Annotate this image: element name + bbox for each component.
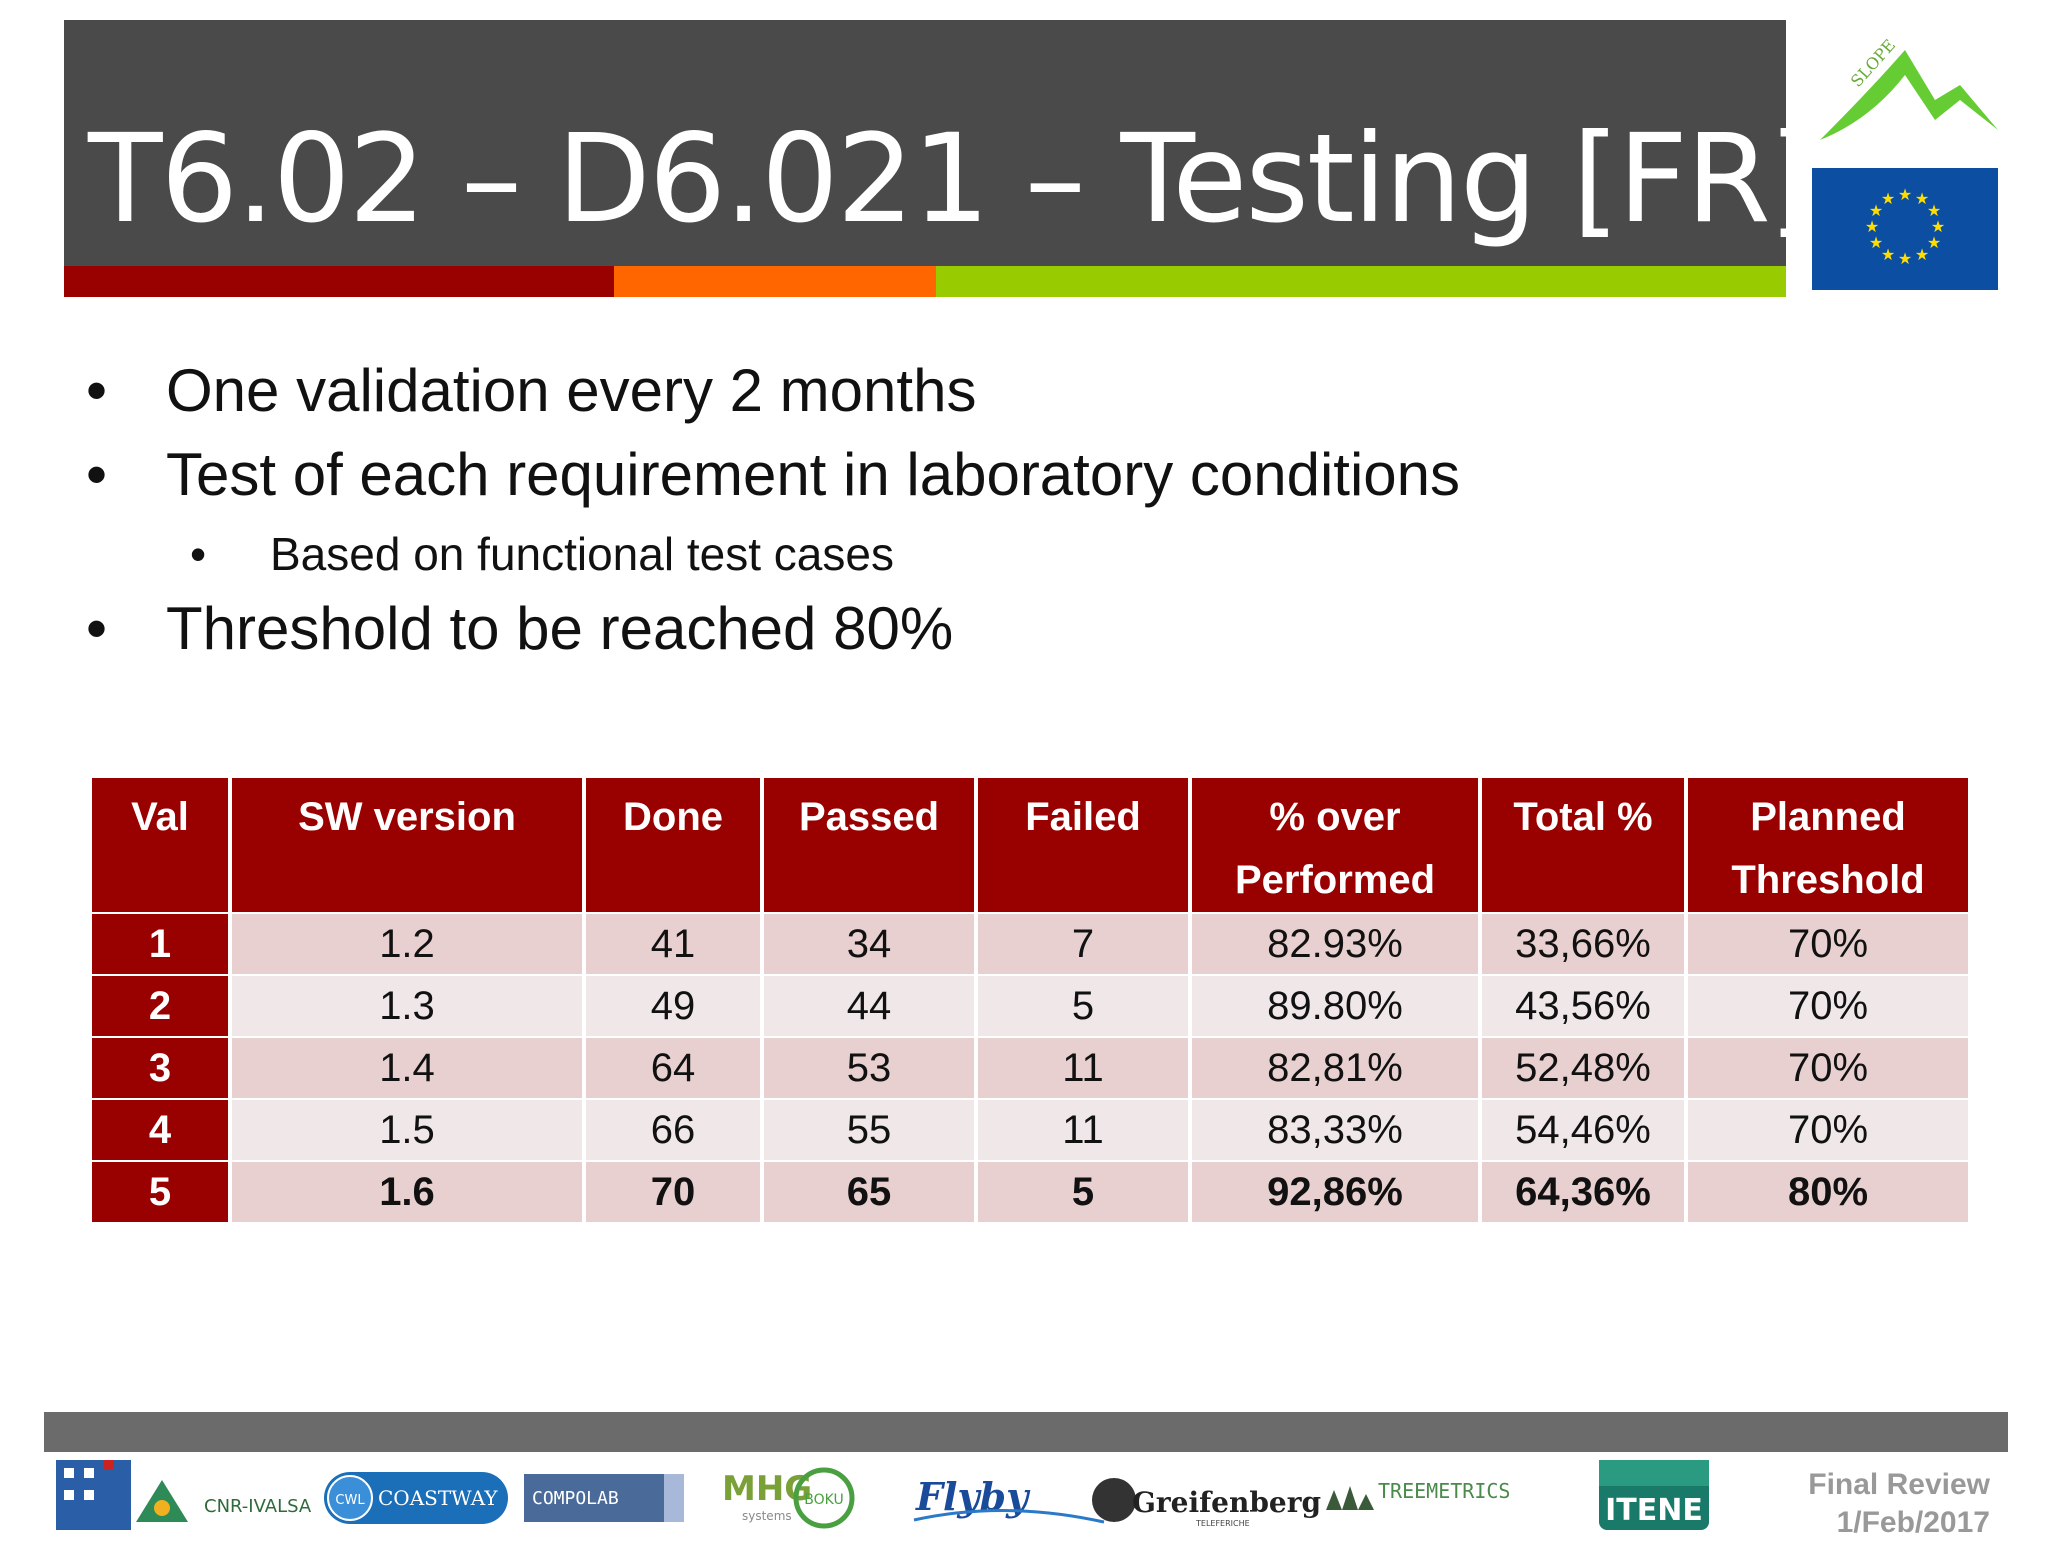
- table-cell: 66: [586, 1100, 760, 1160]
- table-cell: 1.6: [232, 1162, 582, 1222]
- table-cell: 34: [764, 914, 974, 974]
- table-row: 1 1.2 41 34 7 82.93% 33,66% 70%: [92, 914, 1968, 974]
- table-cell: 5: [978, 1162, 1188, 1222]
- table-cell: 49: [586, 976, 760, 1036]
- title-stripe-red: [64, 266, 614, 297]
- coastway-logo: CWL COASTWAY: [324, 1472, 508, 1524]
- svg-text:Greifenberg: Greifenberg: [1132, 1486, 1321, 1519]
- table-cell: 64,36%: [1482, 1162, 1684, 1222]
- table-cell: 55: [764, 1100, 974, 1160]
- svg-text:systems: systems: [742, 1509, 792, 1523]
- treemetrics-logo: TREEMETRICS: [1326, 1479, 1510, 1510]
- table-cell: 70: [586, 1162, 760, 1222]
- table-cell: 1.5: [232, 1100, 582, 1160]
- column-header: Failed: [978, 778, 1188, 912]
- table-cell: 44: [764, 976, 974, 1036]
- greifenberg-logo: Greifenberg TELEFERICHE: [1092, 1478, 1321, 1528]
- column-header: Done: [586, 778, 760, 912]
- table-cell: 53: [764, 1038, 974, 1098]
- table-cell: 92,86%: [1192, 1162, 1478, 1222]
- column-header: Val: [92, 778, 228, 912]
- table-cell: 43,56%: [1482, 976, 1684, 1036]
- footer-line-review: Final Review: [1808, 1468, 1990, 1501]
- footer-review-date: Final Review 1/Feb/2017: [1808, 1466, 1990, 1542]
- table-row: 2 1.3 49 44 5 89.80% 43,56% 70%: [92, 976, 1968, 1036]
- table-cell: 70%: [1688, 914, 1968, 974]
- table-cell: 82.93%: [1192, 914, 1478, 974]
- svg-text:CNR-IVALSA: CNR-IVALSA: [204, 1496, 312, 1517]
- svg-text:TREEMETRICS: TREEMETRICS: [1378, 1479, 1510, 1503]
- compolab-logo: COMPOLAB: [524, 1474, 684, 1522]
- column-header: Total %: [1482, 778, 1684, 912]
- table-cell: 3: [92, 1038, 228, 1098]
- svg-text:★: ★: [1898, 249, 1912, 268]
- table-cell: 7: [978, 914, 1188, 974]
- table-cell: 1.4: [232, 1038, 582, 1098]
- svg-text:★: ★: [1898, 185, 1912, 204]
- slide-title: T6.02 – D6.021 – Testing [FR]: [88, 108, 1816, 250]
- svg-text:★: ★: [1869, 201, 1883, 220]
- table-cell: 70%: [1688, 1100, 1968, 1160]
- column-header: Passed: [764, 778, 974, 912]
- table-cell: 65: [764, 1162, 974, 1222]
- itene-logo: ITENE: [1599, 1460, 1709, 1530]
- svg-text:ITENE: ITENE: [1605, 1493, 1703, 1528]
- eu-flag-icon: ★ ★ ★ ★ ★ ★ ★ ★ ★ ★ ★ ★: [1812, 168, 1998, 290]
- svg-text:COMPOLAB: COMPOLAB: [532, 1488, 619, 1509]
- building-logo: [56, 1460, 131, 1530]
- column-header: % over Performed: [1192, 778, 1478, 912]
- table-cell: 70%: [1688, 976, 1968, 1036]
- svg-text:★: ★: [1881, 245, 1895, 264]
- svg-text:★: ★: [1881, 189, 1895, 208]
- footer-line-date: 1/Feb/2017: [1836, 1506, 1990, 1539]
- table-cell: 41: [586, 914, 760, 974]
- svg-text:★: ★: [1869, 233, 1883, 252]
- title-bar: [64, 20, 1786, 266]
- table-row: 3 1.4 64 53 11 82,81% 52,48% 70%: [92, 1038, 1968, 1098]
- svg-text:TELEFERICHE: TELEFERICHE: [1195, 1519, 1250, 1528]
- column-header: SW version: [232, 778, 582, 912]
- table-cell: 70%: [1688, 1038, 1968, 1098]
- table-cell: 89.80%: [1192, 976, 1478, 1036]
- table-cell: 33,66%: [1482, 914, 1684, 974]
- slope-mountain-logo: SLOPE: [1810, 30, 2000, 155]
- svg-text:BOKU: BOKU: [804, 1492, 843, 1508]
- column-header: Planned Threshold: [1688, 778, 1968, 912]
- table-cell: 82,81%: [1192, 1038, 1478, 1098]
- footer-bar: [44, 1412, 2008, 1452]
- table-row: 5 1.6 70 65 5 92,86% 64,36% 80%: [92, 1162, 1968, 1222]
- svg-text:★: ★: [1915, 189, 1929, 208]
- table-cell: 52,48%: [1482, 1038, 1684, 1098]
- table-cell: 80%: [1688, 1162, 1968, 1222]
- table-cell: 11: [978, 1100, 1188, 1160]
- table-cell: 5: [92, 1162, 228, 1222]
- svg-text:★: ★: [1927, 201, 1941, 220]
- table-header-row: Val SW version Done Passed Failed % over…: [92, 778, 1968, 912]
- svg-text:CWL: CWL: [335, 1493, 365, 1508]
- table-cell: 1.2: [232, 914, 582, 974]
- table-cell: 64: [586, 1038, 760, 1098]
- partner-logos: CNR-IVALSA CWL COASTWAY COMPOLAB MHG sys…: [54, 1460, 1714, 1530]
- table-cell: 1: [92, 914, 228, 974]
- flyby-logo: Flyby: [913, 1474, 1105, 1524]
- svg-text:★: ★: [1927, 233, 1941, 252]
- table-cell: 1.3: [232, 976, 582, 1036]
- table-cell: 83,33%: [1192, 1100, 1478, 1160]
- svg-text:★: ★: [1915, 245, 1929, 264]
- svg-text:★: ★: [1865, 217, 1879, 236]
- title-stripe-orange: [614, 266, 936, 297]
- table-row: 4 1.5 66 55 11 83,33% 54,46% 70%: [92, 1100, 1968, 1160]
- cnr-ivalsa-logo: CNR-IVALSA: [136, 1480, 312, 1522]
- validation-results-table: Val SW version Done Passed Failed % over…: [88, 776, 1972, 1224]
- svg-text:COASTWAY: COASTWAY: [378, 1486, 498, 1510]
- title-stripe-green: [936, 266, 1786, 297]
- table-cell: 11: [978, 1038, 1188, 1098]
- table-cell: 2: [92, 976, 228, 1036]
- table-cell: 5: [978, 976, 1188, 1036]
- table-cell: 54,46%: [1482, 1100, 1684, 1160]
- svg-text:★: ★: [1931, 217, 1945, 236]
- table-cell: 4: [92, 1100, 228, 1160]
- boku-logo: BOKU: [793, 1467, 855, 1529]
